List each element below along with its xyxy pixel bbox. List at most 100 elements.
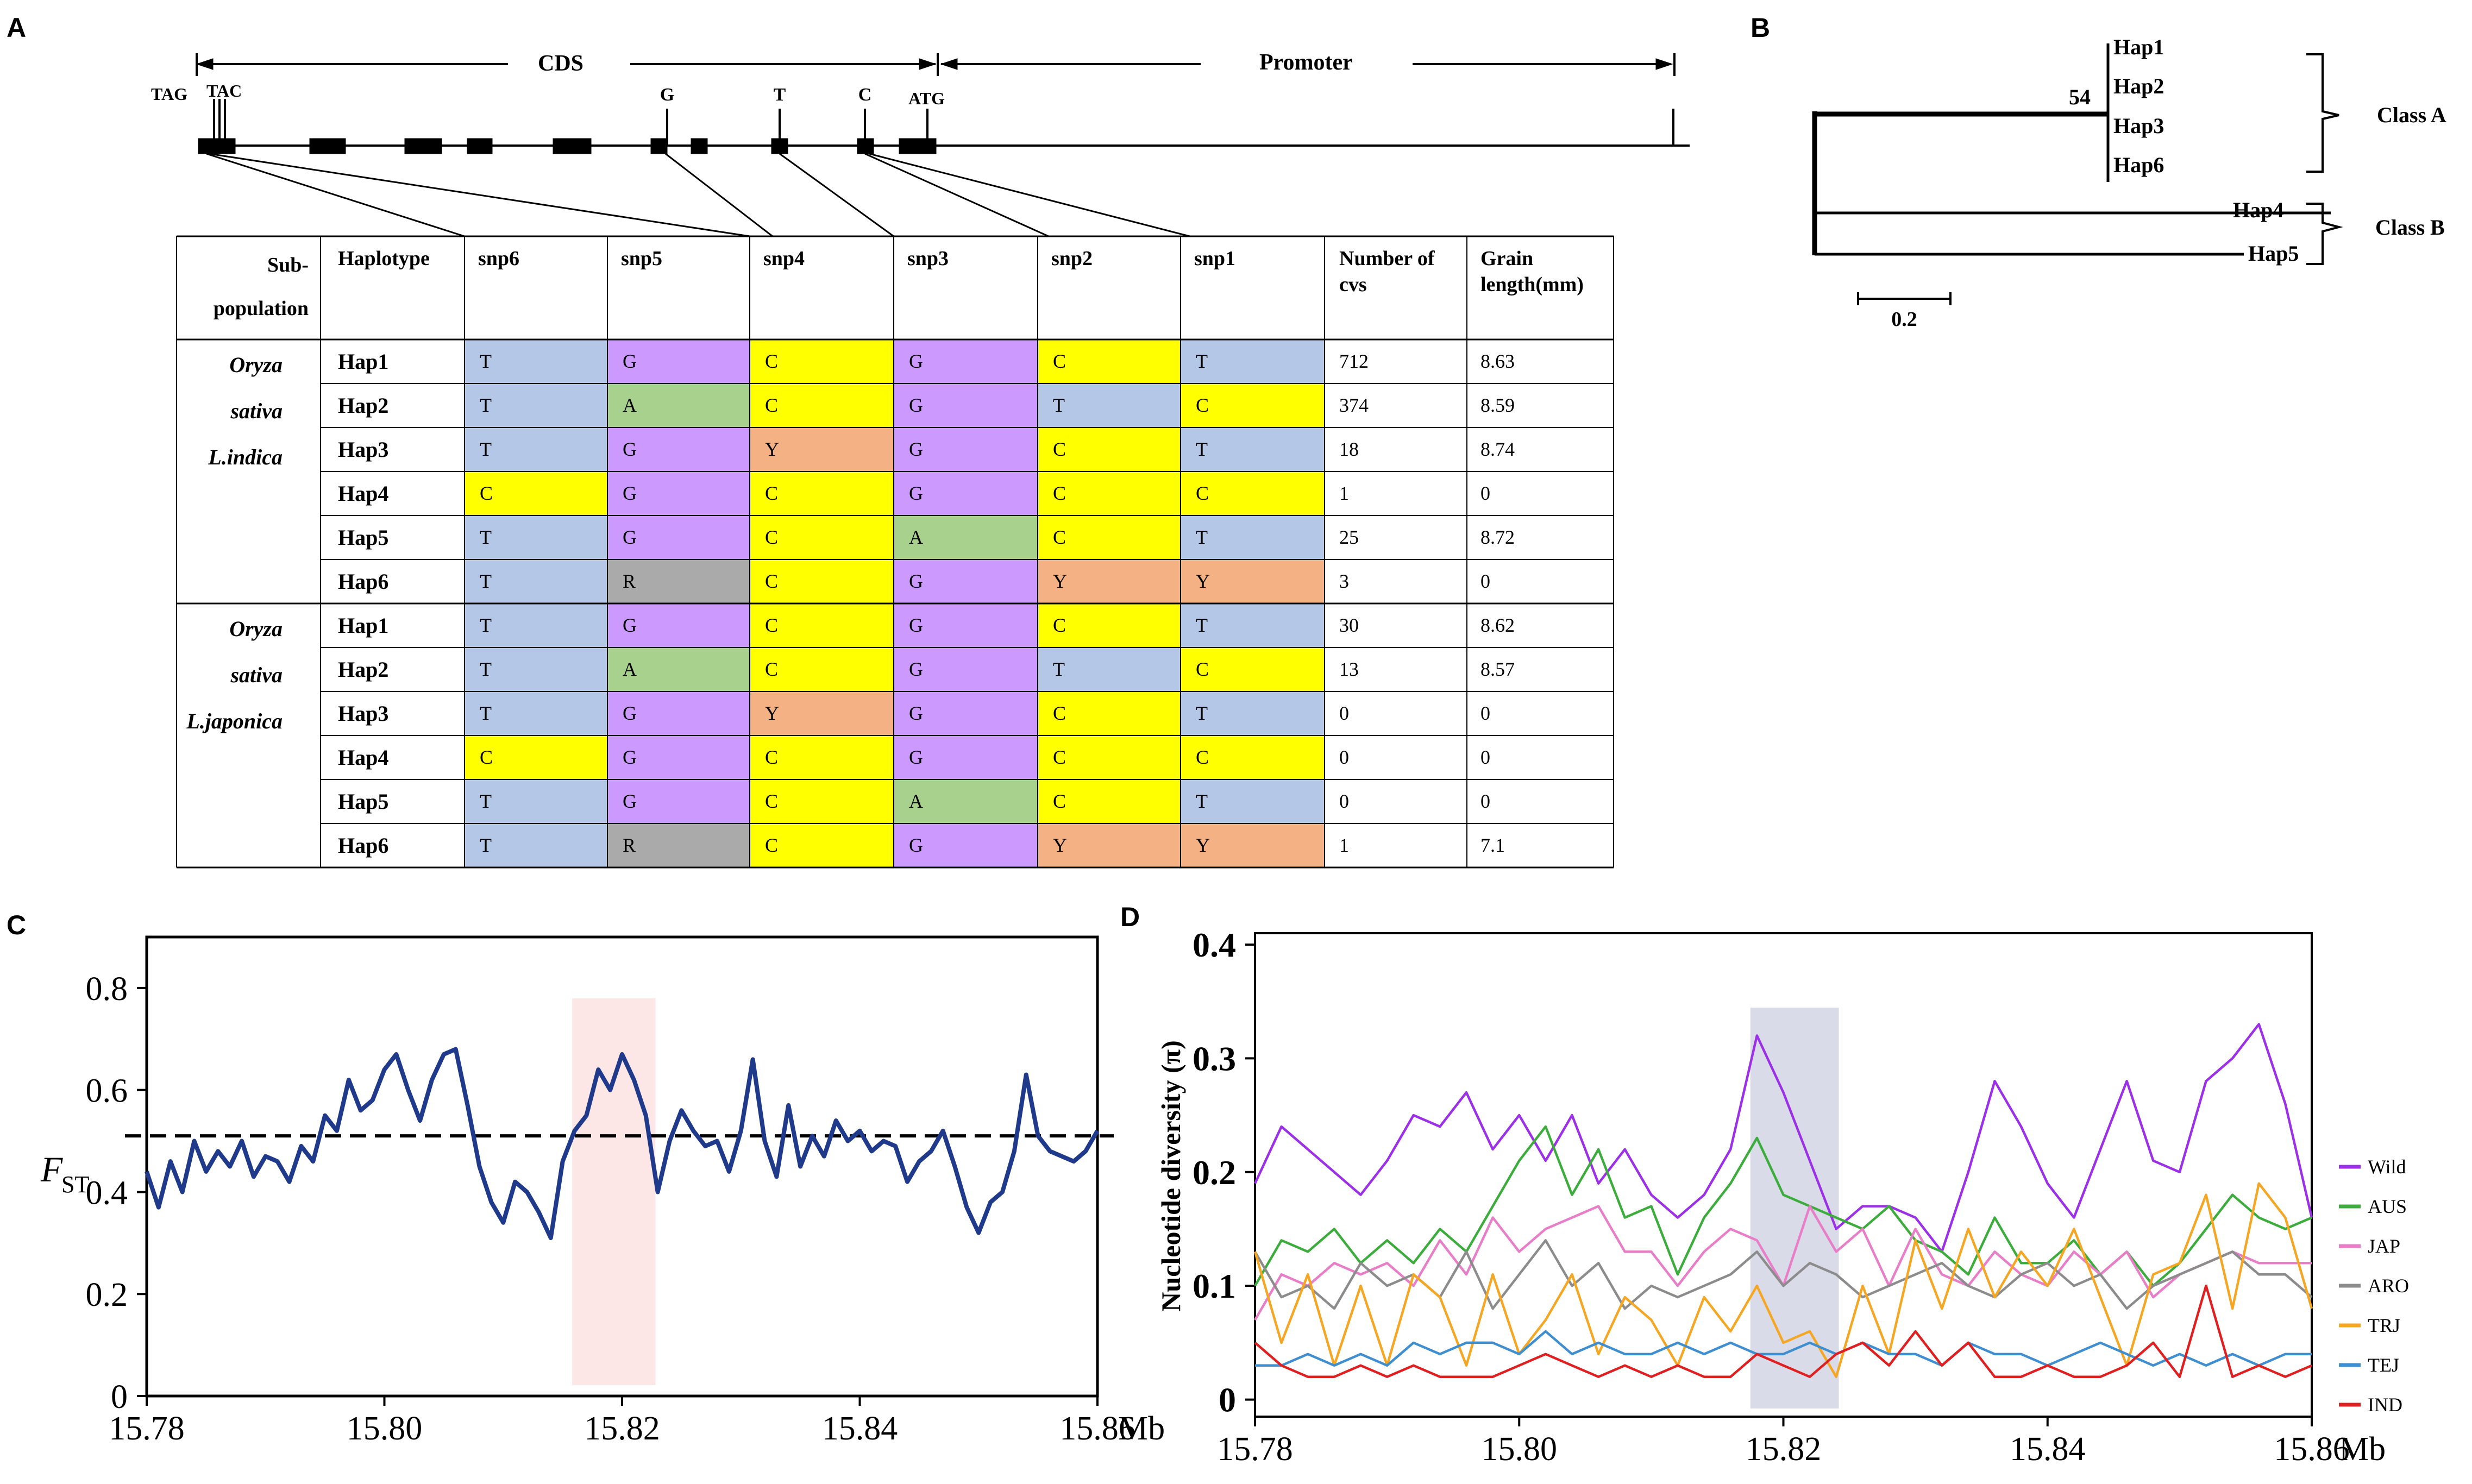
cvs-count: 0 [1339, 702, 1349, 724]
class-a-bracket [2306, 53, 2339, 173]
snp-cell [1038, 471, 1181, 515]
cvs-count: 25 [1339, 526, 1359, 548]
snp-cell-value: Y [765, 438, 779, 460]
tree-leaf-hap3: Hap3 [2113, 114, 2164, 138]
tree-leaf-hap4: Hap4 [2233, 198, 2283, 222]
snp-cell-value: T [1196, 614, 1208, 636]
snp-cell-value: Y [1053, 834, 1067, 856]
snp-cell [894, 823, 1038, 867]
snp-cell-value: Y [765, 702, 779, 724]
grain-length: 8.72 [1480, 526, 1515, 548]
x-tick-label: 15.80 [1482, 1431, 1558, 1468]
x-unit-label: Mb [1118, 1410, 1165, 1447]
cds-arrowhead-right [919, 58, 937, 70]
x-tick-label: 15.80 [347, 1410, 423, 1447]
haplotype-name: Hap5 [338, 789, 388, 814]
snp-cell-value: T [480, 394, 492, 416]
y-tick-label: 0.6 [86, 1073, 128, 1110]
haplotype-name: Hap1 [338, 349, 388, 374]
snp-cell-value: T [1053, 658, 1065, 680]
tree-leaf-hap2: Hap2 [2113, 74, 2164, 98]
header-number-line2: cvs [1339, 273, 1367, 296]
snp-cell [750, 559, 894, 603]
panel-label-b: B [1751, 12, 1770, 43]
header-subpop-line1: Sub- [267, 254, 309, 276]
snp-cell [750, 603, 894, 647]
connector-snp6 [206, 153, 465, 237]
snp-cell [1038, 647, 1181, 691]
series-line-trj [1253, 1182, 2313, 1378]
snp-cell-value: C [1053, 438, 1066, 460]
snp-cell [750, 471, 894, 515]
snp-cell-value: G [909, 438, 923, 460]
snp-cell [1038, 339, 1181, 383]
snp-cell-value: T [480, 570, 492, 592]
snp-cell-value: C [1053, 526, 1066, 548]
grain-length: 8.57 [1480, 658, 1515, 680]
y-tick-label: 0 [1219, 1381, 1236, 1419]
snp-cell-value: T [480, 614, 492, 636]
connector-snp5 [209, 153, 750, 237]
exon-7 [691, 138, 708, 154]
snp-cell-value: T [1196, 702, 1208, 724]
snp-cell [894, 427, 1038, 471]
snp-cell [894, 383, 1038, 427]
snp-cell [465, 559, 607, 603]
snp-cell-value: T [480, 790, 492, 812]
exon-2 [309, 138, 346, 154]
snp-cell [465, 515, 607, 559]
snp-cell [607, 691, 750, 735]
snp-cell [750, 691, 894, 735]
exon-5 [553, 138, 592, 154]
header-snp3: snp3 [907, 247, 949, 270]
legend-label-wild: Wild [2368, 1156, 2406, 1178]
snp-connectors [206, 153, 1190, 237]
promoter-arrowhead-right [1655, 58, 1673, 70]
snp-cell [894, 559, 1038, 603]
x-unit-label: Mb [2339, 1431, 2386, 1468]
snp-cell [750, 339, 894, 383]
cvs-count: 374 [1339, 394, 1369, 416]
snp-cell [1181, 515, 1325, 559]
promoter-label: Promoter [1259, 50, 1353, 75]
snp-cell-value: Y [1053, 570, 1067, 592]
snp-cell [1181, 779, 1325, 823]
snp-cell-value: G [623, 526, 637, 548]
snp-cell [1181, 427, 1325, 471]
snp-cell-value: G [909, 482, 923, 504]
grain-length: 8.62 [1480, 614, 1515, 636]
tree-leaf-hap5: Hap5 [2248, 241, 2299, 266]
snp-cell [894, 603, 1038, 647]
y-tick-label: 0.2 [86, 1277, 128, 1313]
cvs-count: 0 [1339, 790, 1349, 812]
series-line-aus [1254, 1125, 2312, 1287]
snp-cell-value: Y [1196, 834, 1210, 856]
bootstrap-value: 54 [2069, 85, 2091, 109]
haplotype-name: Hap3 [338, 437, 388, 462]
snp-cell-value: C [1196, 394, 1209, 416]
grain-length: 7.1 [1480, 834, 1505, 856]
snp-cell-value: T [1196, 790, 1208, 812]
snp-cell [894, 647, 1038, 691]
snp-cell [1181, 823, 1325, 867]
y-tick-label: 0.2 [1193, 1153, 1236, 1192]
connector-snp3 [779, 153, 894, 237]
y-axis-label: F [40, 1150, 63, 1190]
header-snp1: snp1 [1194, 247, 1235, 270]
snp-cell-value: T [480, 350, 492, 372]
grain-length: 0 [1480, 482, 1490, 504]
snp-cell [750, 779, 894, 823]
cds-label: CDS [538, 51, 584, 76]
phylogenetic-tree [1812, 43, 2343, 305]
snp-cell-value: R [623, 834, 636, 856]
snp-cell [607, 779, 750, 823]
snp-cell-value: C [1053, 702, 1066, 724]
haplotype-table: Sub-population Haplotype snp6 snp5 snp4 snp3 s… [176, 235, 1614, 869]
header-grain-line1: Grain [1480, 247, 1533, 270]
x-tick-label: 15.78 [109, 1410, 185, 1447]
cds-arrowhead-left [196, 58, 214, 70]
scale-bar-label: 0.2 [1891, 308, 1917, 331]
snp-cell-value: G [909, 658, 923, 680]
tree-leaf-hap1: Hap1 [2113, 35, 2164, 59]
